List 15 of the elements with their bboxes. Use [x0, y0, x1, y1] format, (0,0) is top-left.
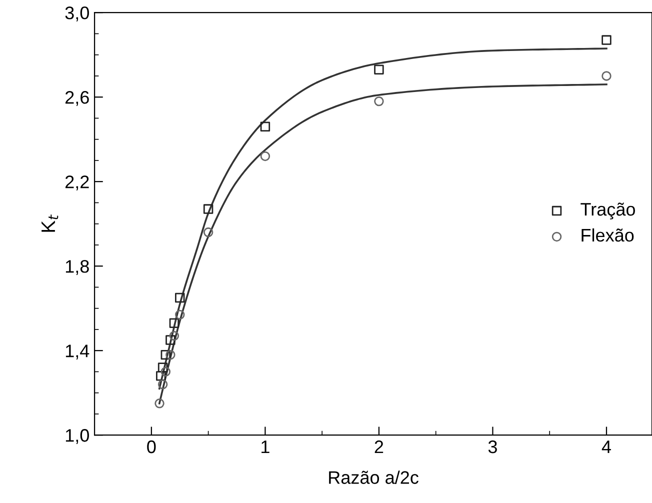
x-tick-label: 3: [488, 440, 497, 454]
legend-label: Flexão: [582, 228, 634, 242]
y-tick-label: 3,0: [65, 6, 89, 22]
x-tick-label: 0: [147, 440, 156, 454]
y-tick-label: 1,0: [66, 429, 89, 444]
legend-label: Tração: [580, 202, 635, 220]
y-tick-label: 1,8: [66, 260, 89, 275]
y-tick-label: 1,4: [66, 344, 90, 360]
x-axis-title: Razão a/2c: [329, 470, 418, 484]
x-tick-label: 1: [262, 440, 270, 454]
x-tick-label: 2: [374, 440, 384, 454]
y-axis-title: K$_{t}$: [42, 214, 58, 232]
y-tick-label: 2,2: [65, 176, 89, 190]
x-tick-label: 4: [602, 440, 611, 454]
y-tick-label: 2,6: [65, 91, 89, 106]
